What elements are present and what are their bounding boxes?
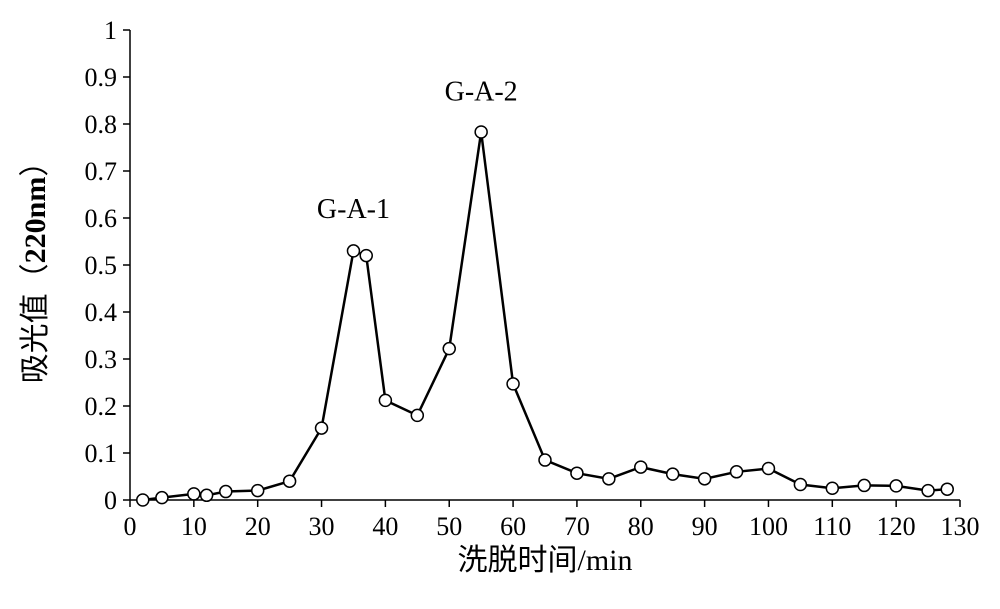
x-axis-title: 洗脱时间/min — [457, 544, 632, 577]
peak-label: G-A-1 — [317, 194, 390, 225]
x-tick-label: 10 — [181, 512, 207, 541]
data-marker — [188, 488, 200, 500]
y-tick-label: 0.1 — [85, 439, 118, 468]
data-marker — [379, 394, 391, 406]
data-marker — [137, 494, 149, 506]
data-marker — [360, 250, 372, 262]
x-tick-label: 90 — [692, 512, 718, 541]
data-marker — [443, 343, 455, 355]
data-marker — [284, 475, 296, 487]
data-marker — [635, 461, 647, 473]
x-tick-label: 40 — [372, 512, 398, 541]
data-marker — [941, 483, 953, 495]
y-tick-label: 0.6 — [85, 204, 118, 233]
data-marker — [347, 245, 359, 257]
y-tick-label: 1 — [104, 16, 117, 45]
chart-container: 0 10 20 30 40 50 60 70 80 90 100 110 120 130 0 0.1 0.2 0.… — [0, 0, 1000, 609]
data-line — [143, 132, 947, 500]
data-marker — [571, 467, 583, 479]
y-axis-title: 吸光值（220nm） — [19, 147, 52, 384]
data-marker — [475, 126, 487, 138]
data-marker — [507, 378, 519, 390]
data-marker — [252, 485, 264, 497]
data-marker — [539, 454, 551, 466]
x-tick-label: 130 — [941, 512, 980, 541]
data-marker — [667, 468, 679, 480]
y-tick-label: 0.3 — [85, 345, 118, 374]
data-marker — [411, 409, 423, 421]
x-tick-label: 110 — [813, 512, 851, 541]
y-tick-label: 0.9 — [85, 63, 118, 92]
data-marker — [826, 482, 838, 494]
data-marker — [201, 489, 213, 501]
x-tick-label: 80 — [628, 512, 654, 541]
peak-label: G-A-2 — [445, 77, 518, 108]
data-marker — [699, 473, 711, 485]
x-tick-label: 20 — [245, 512, 271, 541]
data-marker — [220, 486, 232, 498]
x-tick-label: 120 — [877, 512, 916, 541]
x-tick-label: 30 — [309, 512, 335, 541]
data-marker — [731, 466, 743, 478]
x-tick-label: 60 — [500, 512, 526, 541]
y-tick-label: 0.2 — [85, 392, 118, 421]
data-marker — [762, 463, 774, 475]
x-tick-label: 0 — [124, 512, 137, 541]
y-tick-label: 0.7 — [85, 157, 118, 186]
y-tick-label: 0.5 — [85, 251, 118, 280]
data-marker — [316, 422, 328, 434]
x-tick-label: 100 — [749, 512, 788, 541]
x-tick-label: 50 — [436, 512, 462, 541]
data-marker — [794, 478, 806, 490]
data-marker — [922, 485, 934, 497]
data-marker — [858, 479, 870, 491]
data-marker — [603, 473, 615, 485]
x-tick-label: 70 — [564, 512, 590, 541]
chromatogram-chart: 0 10 20 30 40 50 60 70 80 90 100 110 120 130 0 0.1 0.2 0.… — [0, 0, 1000, 609]
y-tick-label: 0 — [104, 486, 117, 515]
data-marker — [890, 480, 902, 492]
data-marker — [156, 492, 168, 504]
y-tick-label: 0.4 — [85, 298, 118, 327]
y-tick-label: 0.8 — [85, 110, 118, 139]
